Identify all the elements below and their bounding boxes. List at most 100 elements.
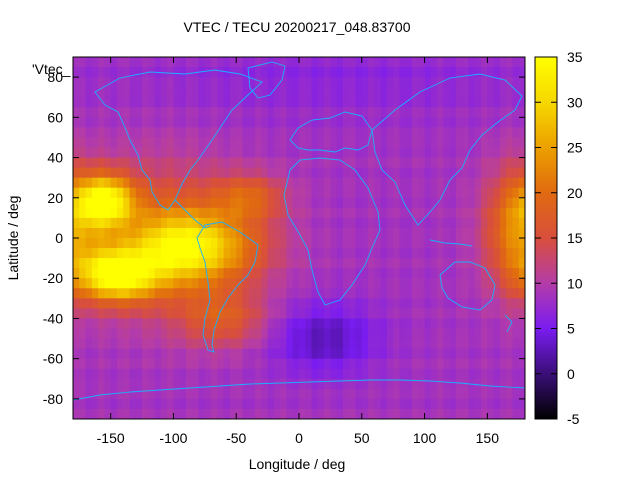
heatmap-cell [217,197,225,209]
heatmap-cell [380,308,388,320]
heatmap-cell [455,147,463,159]
heatmap-cell [393,107,401,118]
heatmap-cell [418,107,426,118]
heatmap-cell [286,398,294,410]
heatmap-cell [160,358,168,370]
heatmap-cell [192,167,200,179]
heatmap-cell [374,217,382,229]
heatmap-cell [430,217,438,229]
heatmap-cell [186,137,193,149]
heatmap-cell [236,87,244,98]
heatmap-cell [324,368,331,380]
heatmap-cell [198,368,206,380]
heatmap-cell [368,318,375,330]
heatmap-cell [380,147,388,159]
heatmap-cell [292,207,300,219]
heatmap-cell [123,378,131,390]
heatmap-cell [104,57,112,68]
heatmap-cell [512,67,520,78]
heatmap-cell [286,127,294,139]
heatmap-cell [374,177,382,189]
heatmap-cell [148,258,156,269]
heatmap-cell [361,368,369,380]
heatmap-cell [123,137,131,149]
heatmap-cell [399,338,407,350]
heatmap-cell [424,278,432,289]
heatmap-cell [98,248,105,259]
heatmap-cell [192,328,200,340]
heatmap-cell [518,107,525,118]
heatmap-cell [374,77,382,88]
heatmap-cell [299,187,306,199]
heatmap-cell [386,107,394,118]
heatmap-cell [292,187,300,199]
heatmap-cell [474,368,482,380]
heatmap-cell [186,388,193,400]
heatmap-cell [405,87,413,98]
heatmap-cell [142,308,149,320]
heatmap-cell [355,177,363,189]
heatmap-cell [299,328,306,340]
heatmap-cell [292,278,300,289]
heatmap-cell [299,227,306,239]
heatmap-cell [355,408,363,419]
heatmap-cell [374,308,382,320]
heatmap-cell [349,368,357,380]
heatmap-cell [273,197,281,209]
heatmap-cell [280,77,288,88]
heatmap-cell [292,147,300,159]
heatmap-cell [330,288,338,299]
heatmap-cell [280,137,288,149]
heatmap-cell [267,278,275,289]
heatmap-cell [273,338,281,350]
heatmap-cell [73,258,80,269]
heatmap-cell [173,147,181,159]
heatmap-cell [474,408,482,419]
heatmap-cell [462,217,470,229]
heatmap-cell [286,348,294,360]
heatmap-cell [135,358,143,370]
heatmap-cell [255,147,262,159]
heatmap-cell [424,238,432,249]
heatmap-cell [223,348,231,360]
heatmap-cell [474,137,482,149]
heatmap-cell [474,187,482,199]
heatmap-cell [229,308,237,320]
heatmap-cell [336,127,344,139]
heatmap-cell [468,308,476,320]
heatmap-cell [192,177,200,189]
heatmap-cell [324,87,331,98]
heatmap-cell [255,77,262,88]
heatmap-cell [85,117,93,128]
heatmap-cell [280,197,288,209]
heatmap-cell [305,338,313,350]
heatmap-cell [468,258,476,269]
heatmap-cell [399,268,407,279]
heatmap-cell [380,248,388,259]
heatmap-cell [449,288,457,299]
heatmap-cell [154,318,162,330]
heatmap-cell [487,57,495,68]
heatmap-cell [487,398,495,410]
heatmap-cell [248,298,256,309]
heatmap-cell [412,177,419,189]
heatmap-cell [380,187,388,199]
heatmap-cell [386,318,394,330]
heatmap-cell [236,298,244,309]
heatmap-cell [374,328,382,340]
heatmap-cell [330,67,338,78]
heatmap-cell [229,187,237,199]
heatmap-cell [179,127,187,139]
heatmap-cell [311,107,319,118]
heatmap-cell [449,388,457,400]
heatmap-cell [481,348,488,360]
heatmap-cell [418,217,426,229]
heatmap-cell [518,187,525,199]
heatmap-cell [123,308,131,320]
heatmap-cell [487,308,495,320]
heatmap-cell [317,338,325,350]
heatmap-cell [85,167,93,179]
heatmap-cell [116,197,124,209]
heatmap-cell [110,187,118,199]
heatmap-cell [368,368,375,380]
